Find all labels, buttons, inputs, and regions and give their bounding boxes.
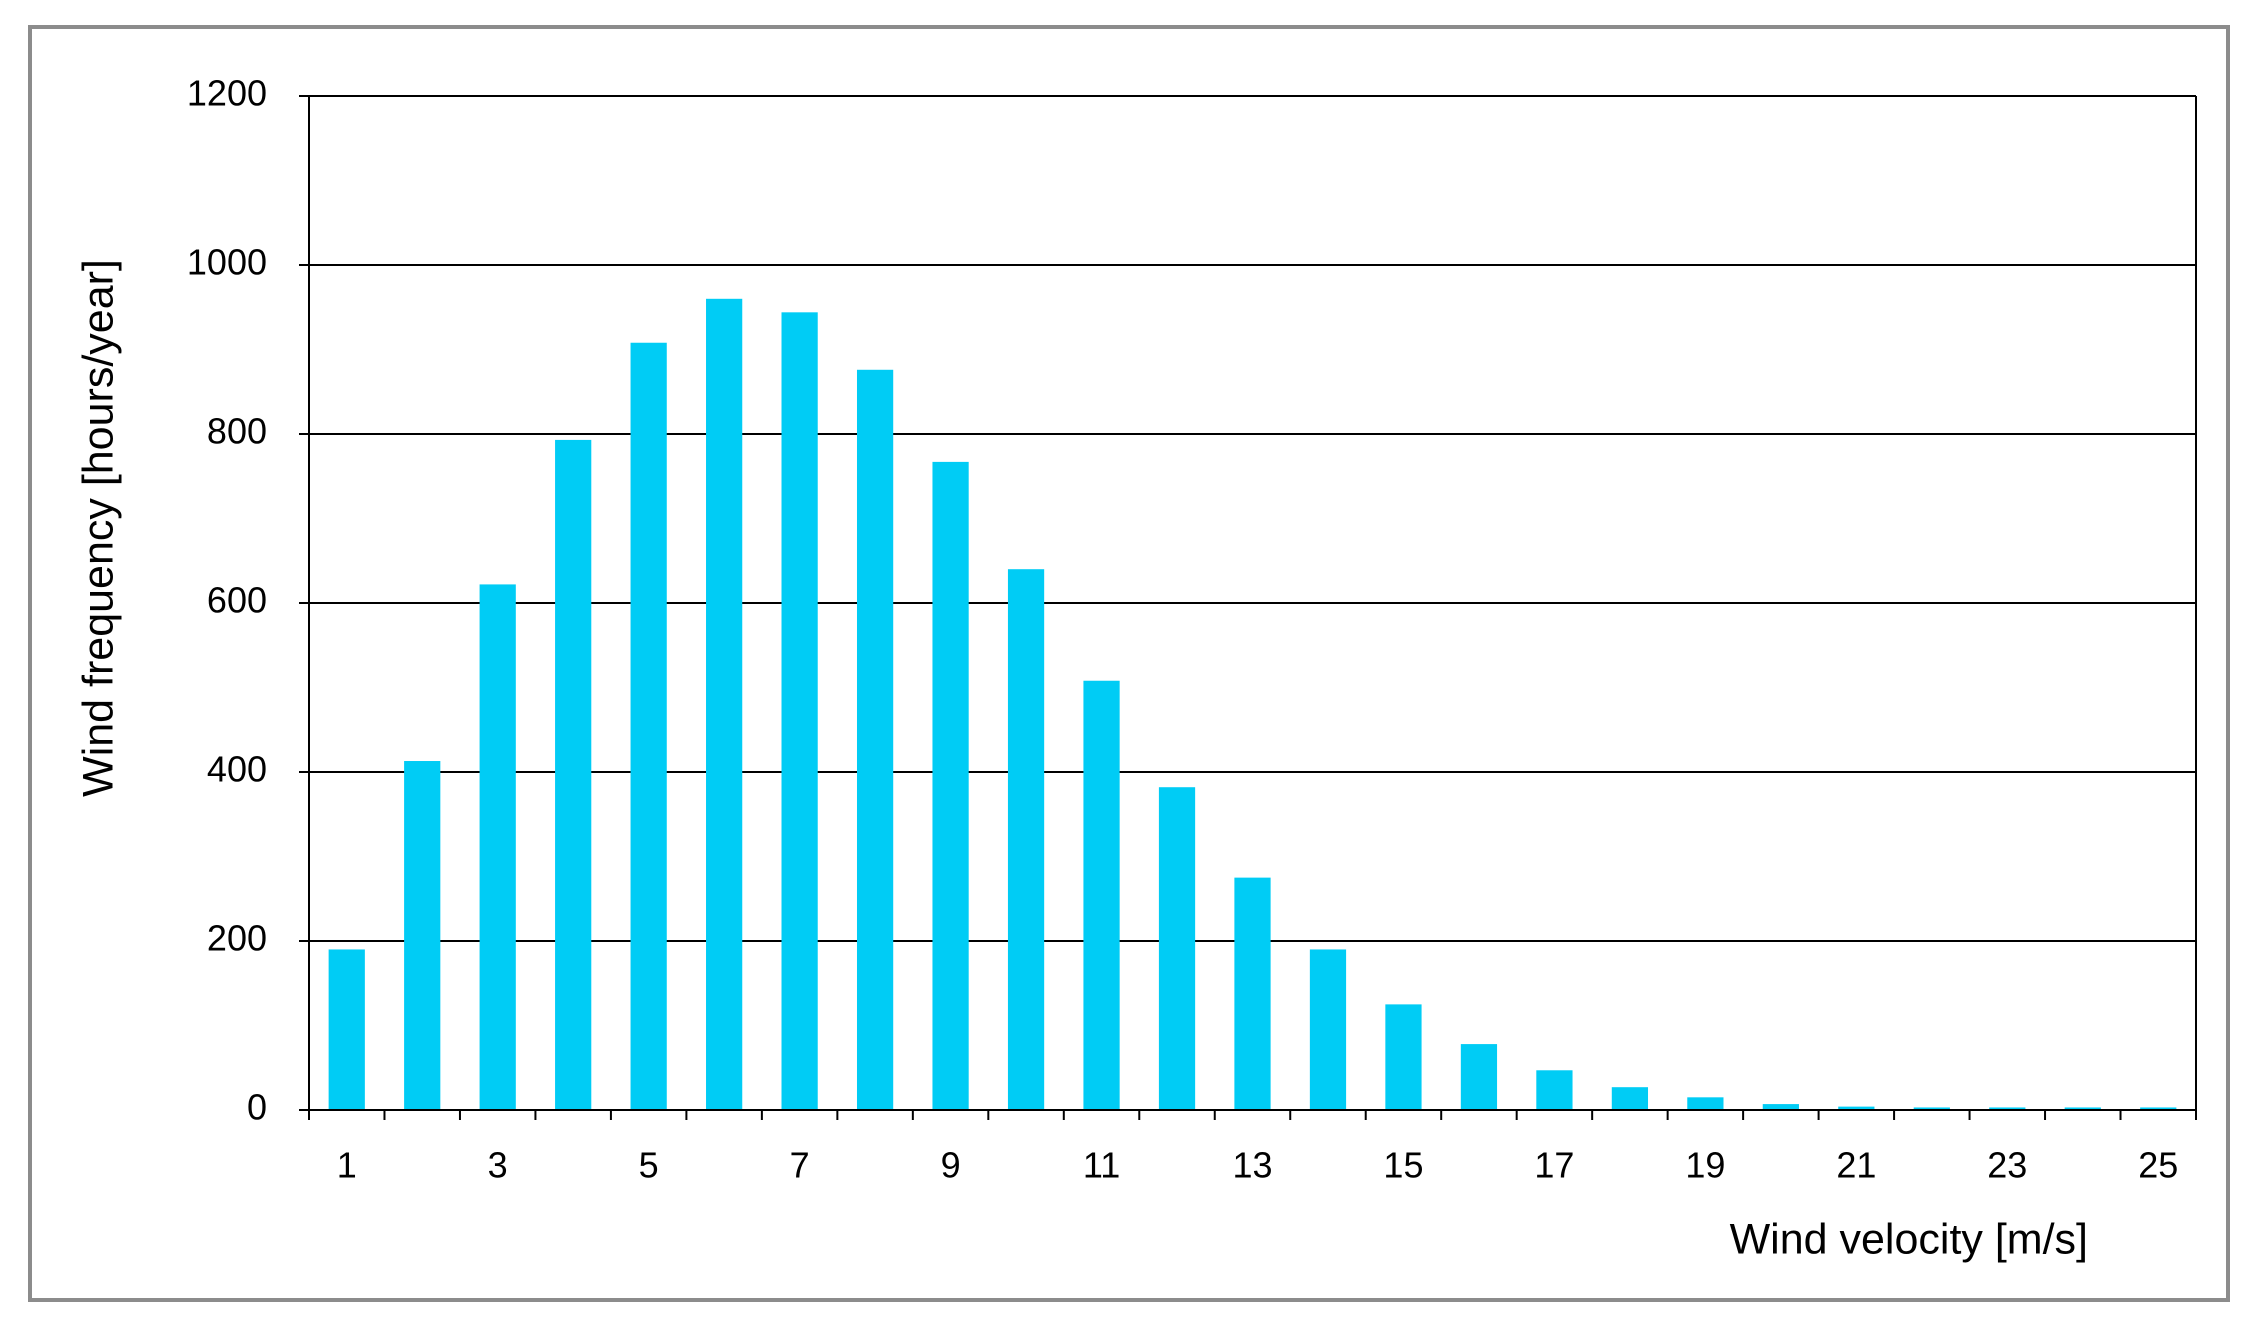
x-tick-label: 5 xyxy=(639,1145,659,1186)
bar xyxy=(328,949,365,1110)
x-tick-label: 11 xyxy=(1083,1145,1120,1186)
x-tick-label: 25 xyxy=(2138,1145,2178,1186)
y-tick-label: 1000 xyxy=(187,242,267,283)
x-tick-label: 19 xyxy=(1685,1145,1725,1186)
y-tick-label: 800 xyxy=(207,411,267,452)
x-tick-label: 1 xyxy=(337,1145,357,1186)
bar xyxy=(1083,680,1120,1110)
bar xyxy=(1913,1107,1950,1110)
bar xyxy=(1762,1104,1799,1110)
bar xyxy=(1460,1044,1498,1110)
y-tick-label: 200 xyxy=(207,918,267,959)
y-axis-title: Wind frequency [hours/year] xyxy=(74,259,122,797)
bar xyxy=(1611,1087,1649,1110)
bar xyxy=(555,439,592,1110)
bar xyxy=(1309,949,1347,1110)
x-tick-label: 15 xyxy=(1383,1145,1423,1186)
x-tick-label: 9 xyxy=(941,1145,961,1186)
chart-frame xyxy=(28,25,2230,1302)
bar xyxy=(1385,1004,1422,1110)
x-tick-label: 17 xyxy=(1534,1145,1574,1186)
bar xyxy=(932,461,969,1110)
bar xyxy=(1989,1107,2026,1110)
y-tick-label: 600 xyxy=(207,580,267,621)
bar xyxy=(479,584,516,1110)
bar xyxy=(1536,1070,1573,1110)
bar xyxy=(856,369,894,1110)
bar xyxy=(404,761,441,1110)
bar xyxy=(781,312,818,1110)
bar xyxy=(1838,1106,1875,1110)
x-axis-title: Wind velocity [m/s] xyxy=(1730,1215,2088,1263)
x-tick-label: 3 xyxy=(488,1145,508,1186)
x-tick-label: 23 xyxy=(1987,1145,2027,1186)
bar xyxy=(1687,1097,1724,1110)
y-tick-label: 1200 xyxy=(187,73,267,114)
x-tick-label: 7 xyxy=(790,1145,810,1186)
bar xyxy=(706,298,743,1110)
x-tick-label: 13 xyxy=(1232,1145,1272,1186)
bar xyxy=(630,342,667,1110)
bar xyxy=(2140,1107,2177,1110)
bar xyxy=(1234,877,1271,1110)
y-tick-label: 0 xyxy=(247,1087,267,1128)
y-tick-label: 400 xyxy=(207,749,267,790)
bar xyxy=(2064,1107,2101,1110)
bar xyxy=(1007,569,1045,1110)
x-tick-label: 21 xyxy=(1836,1145,1876,1186)
bar xyxy=(1158,787,1196,1110)
